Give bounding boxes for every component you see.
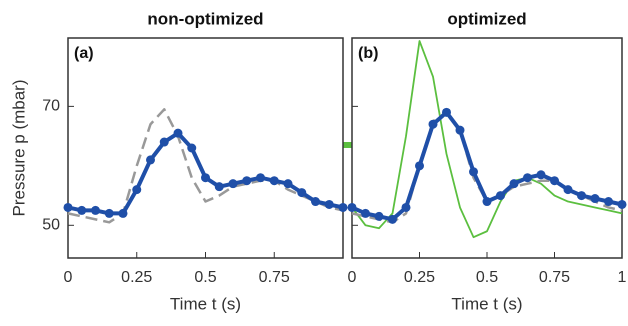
marker <box>361 208 370 218</box>
x-tick-label: 0 <box>64 269 73 286</box>
panel-frame <box>67 37 344 259</box>
marker <box>118 208 128 218</box>
marker <box>256 173 265 183</box>
marker <box>311 197 320 207</box>
marker <box>242 176 252 186</box>
marker <box>132 185 142 195</box>
marker <box>104 208 114 218</box>
marker <box>173 128 183 138</box>
marker <box>482 197 492 207</box>
series-line <box>351 40 623 239</box>
marker <box>590 194 600 204</box>
x-tick-label: 1 <box>618 269 627 286</box>
marker <box>428 119 438 129</box>
marker <box>577 191 586 201</box>
y-axis-label: Pressure p (mbar) <box>9 80 28 217</box>
marker <box>228 179 238 189</box>
panel-label: (b) <box>358 45 378 62</box>
marker <box>159 137 169 147</box>
marker <box>77 205 87 215</box>
x-tick-label: 0.75 <box>539 269 570 286</box>
marker <box>617 199 627 209</box>
y-tick-label: 70 <box>42 98 60 115</box>
panel-frame <box>351 37 623 259</box>
marker <box>347 202 357 212</box>
marker <box>523 173 532 183</box>
marker <box>269 176 279 186</box>
marker <box>415 161 424 171</box>
marker <box>536 170 546 180</box>
marker <box>63 202 73 212</box>
marker <box>283 179 293 189</box>
marker <box>374 211 384 221</box>
marker <box>388 214 397 224</box>
chart-title: optimized <box>447 9 526 28</box>
x-tick-label: 0.75 <box>259 269 290 286</box>
x-tick-label: 0.25 <box>404 269 435 286</box>
marker <box>214 182 224 192</box>
marker <box>604 197 613 207</box>
marker <box>201 173 210 183</box>
marker <box>550 176 559 186</box>
x-tick-label: 0.5 <box>194 269 216 286</box>
marker <box>455 125 465 135</box>
marker <box>338 202 348 212</box>
series-line <box>67 108 344 224</box>
marker <box>91 205 100 215</box>
marker <box>496 191 505 201</box>
marker <box>509 179 519 189</box>
x-axis-label: Time t (s) <box>170 294 241 313</box>
chart-title: non-optimized <box>147 9 263 28</box>
x-tick-label: 0 <box>348 269 357 286</box>
marker <box>563 185 573 195</box>
x-tick-label: 0.5 <box>476 269 498 286</box>
marker <box>324 199 334 209</box>
marker <box>297 188 307 198</box>
marker <box>442 107 451 117</box>
marker <box>469 167 478 177</box>
marker <box>401 202 411 212</box>
x-axis-label: Time t (s) <box>451 294 522 313</box>
marker <box>187 143 197 153</box>
y-tick-label: 50 <box>42 217 60 234</box>
x-tick-label: 0.25 <box>121 269 152 286</box>
panel-label: (a) <box>74 45 94 62</box>
marker <box>146 155 155 165</box>
